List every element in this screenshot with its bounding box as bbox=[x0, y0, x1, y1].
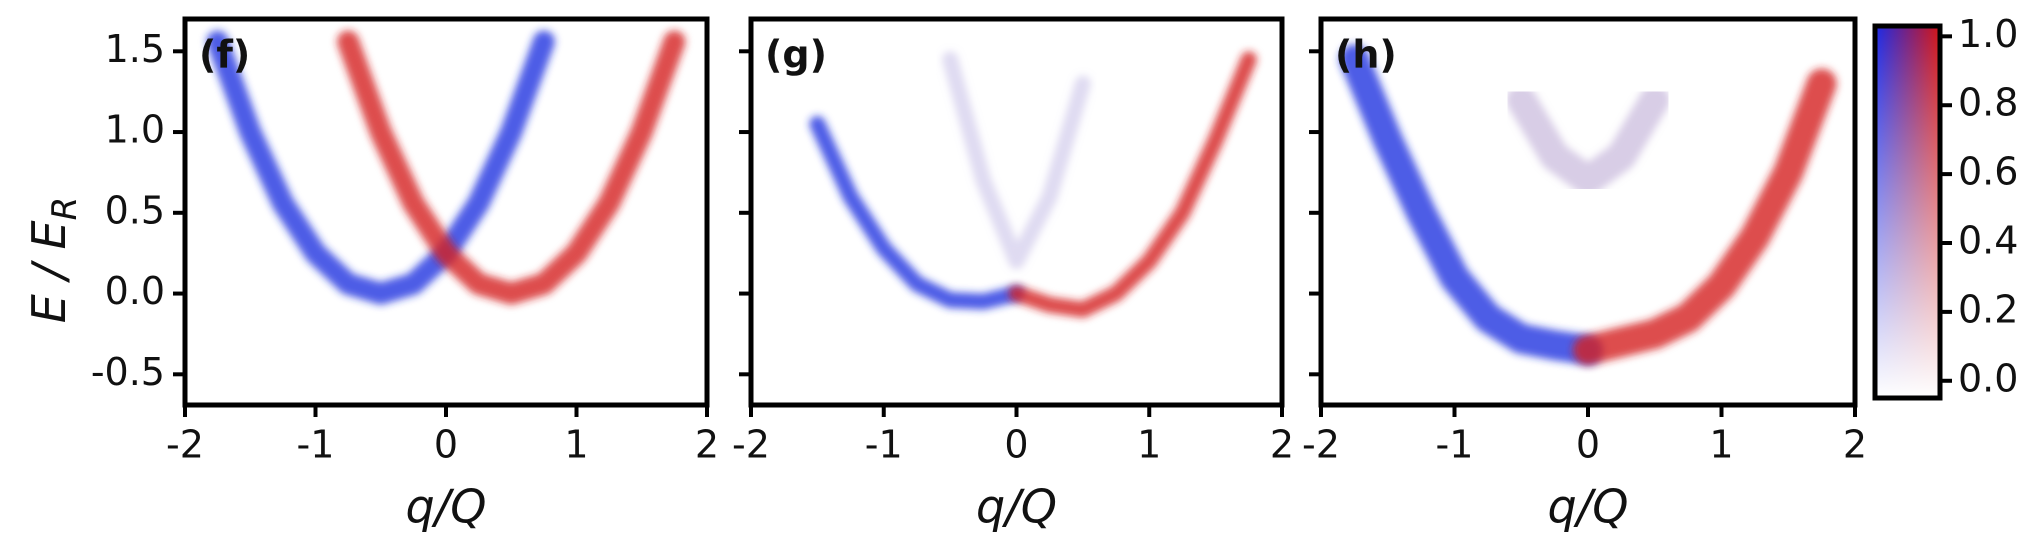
x-axis-label: q/Q bbox=[976, 480, 1057, 534]
panel-label: (g) bbox=[765, 33, 827, 77]
y-tick-label: 1.0 bbox=[105, 108, 165, 152]
frame bbox=[748, 16, 1285, 408]
colorbar-frame bbox=[1872, 23, 1943, 401]
spectral-band bbox=[1339, 44, 1603, 366]
x-tick-label: 1 bbox=[564, 423, 588, 467]
x-tick-label: -2 bbox=[166, 423, 204, 467]
x-tick-label: 2 bbox=[1843, 423, 1867, 467]
y-label-sub: R bbox=[45, 197, 85, 221]
y-tick-label: 0.5 bbox=[105, 188, 165, 232]
x-axis-label: q/Q bbox=[406, 480, 487, 534]
y-tick-label: 0.0 bbox=[105, 269, 165, 313]
colorbar-tick-label: 0.6 bbox=[1958, 150, 2018, 194]
x-tick-label: 0 bbox=[434, 423, 458, 467]
spectral-band bbox=[1573, 68, 1837, 366]
spectral-band bbox=[1008, 51, 1257, 318]
colorbar-tick-label: 0.2 bbox=[1958, 287, 2018, 331]
x-tick-label: -1 bbox=[865, 423, 903, 467]
x-tick-label: 0 bbox=[1004, 423, 1028, 467]
spectral-band bbox=[1506, 84, 1670, 196]
spectral-band bbox=[809, 115, 1025, 310]
colorbar-tick-label: 0.4 bbox=[1958, 219, 2018, 263]
colorbar-tick-label: 0.0 bbox=[1958, 356, 2018, 400]
x-tick-label: 0 bbox=[1576, 423, 1600, 467]
colorbar-fade bbox=[1875, 26, 1940, 398]
panel-label: (h) bbox=[1335, 33, 1397, 77]
x-tick-label: 1 bbox=[1709, 423, 1733, 467]
x-tick-label: 2 bbox=[695, 423, 719, 467]
x-tick-label: 1 bbox=[1137, 423, 1161, 467]
x-axis-label: q/Q bbox=[1548, 480, 1629, 534]
plot-area bbox=[206, 30, 686, 305]
spectral-band bbox=[206, 30, 555, 305]
colorbar-tick-label: 1.0 bbox=[1958, 12, 2018, 56]
colorbar-tick-label: 0.8 bbox=[1958, 81, 2018, 125]
y-tick-label: 1.5 bbox=[105, 27, 165, 71]
x-tick-label: -2 bbox=[1302, 423, 1340, 467]
plot-area bbox=[809, 51, 1257, 318]
frame bbox=[182, 16, 710, 408]
y-tick-label: -0.5 bbox=[91, 350, 165, 394]
x-tick-label: -1 bbox=[1436, 423, 1474, 467]
y-axis-label: E / ER bbox=[22, 197, 85, 324]
spectral-band bbox=[942, 51, 1091, 270]
spectral-band bbox=[337, 30, 686, 305]
x-tick-label: -1 bbox=[297, 423, 335, 467]
y-label-main: E / E bbox=[22, 220, 76, 323]
x-tick-label: 2 bbox=[1270, 423, 1294, 467]
x-tick-label: -2 bbox=[732, 423, 770, 467]
plot-area bbox=[1339, 44, 1837, 366]
panel-label: (f) bbox=[199, 33, 250, 77]
